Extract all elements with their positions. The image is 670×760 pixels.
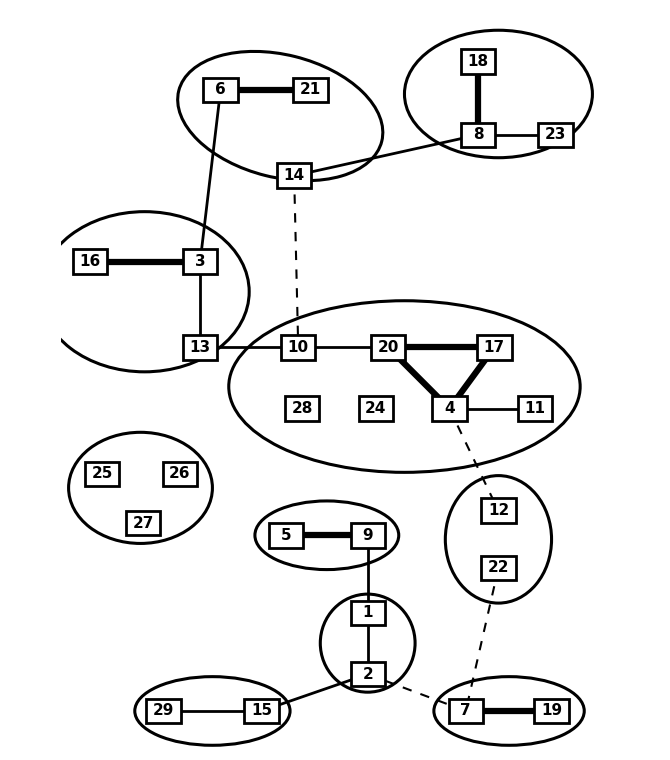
FancyBboxPatch shape (358, 397, 393, 421)
FancyBboxPatch shape (539, 122, 573, 147)
Text: 8: 8 (473, 128, 483, 142)
Text: 25: 25 (91, 467, 113, 482)
FancyBboxPatch shape (518, 397, 552, 421)
Text: 20: 20 (377, 340, 399, 355)
FancyBboxPatch shape (285, 397, 320, 421)
FancyBboxPatch shape (432, 397, 466, 421)
FancyBboxPatch shape (163, 462, 197, 486)
Text: 1: 1 (362, 606, 373, 620)
FancyBboxPatch shape (481, 499, 516, 523)
FancyBboxPatch shape (293, 78, 328, 102)
Text: 4: 4 (444, 401, 455, 416)
Text: 28: 28 (291, 401, 313, 416)
FancyBboxPatch shape (350, 600, 385, 625)
FancyBboxPatch shape (350, 523, 385, 547)
FancyBboxPatch shape (449, 698, 483, 724)
Text: 14: 14 (283, 168, 305, 183)
FancyBboxPatch shape (269, 523, 303, 547)
FancyBboxPatch shape (350, 662, 385, 686)
Text: 16: 16 (79, 254, 100, 269)
FancyBboxPatch shape (245, 698, 279, 724)
Text: 13: 13 (190, 340, 211, 355)
Text: 12: 12 (488, 503, 509, 518)
Text: 19: 19 (541, 704, 562, 718)
Text: 2: 2 (362, 667, 373, 682)
Text: 5: 5 (281, 527, 291, 543)
Text: 10: 10 (287, 340, 309, 355)
Text: 11: 11 (525, 401, 546, 416)
Text: 29: 29 (153, 704, 174, 718)
FancyBboxPatch shape (281, 335, 316, 359)
FancyBboxPatch shape (183, 249, 217, 274)
Text: 9: 9 (362, 527, 373, 543)
Text: 3: 3 (195, 254, 206, 269)
FancyBboxPatch shape (126, 511, 160, 535)
Text: 22: 22 (488, 560, 509, 575)
FancyBboxPatch shape (85, 462, 119, 486)
Text: 23: 23 (545, 128, 566, 142)
FancyBboxPatch shape (146, 698, 180, 724)
Text: 17: 17 (484, 340, 505, 355)
FancyBboxPatch shape (535, 698, 569, 724)
Text: 7: 7 (460, 704, 471, 718)
FancyBboxPatch shape (277, 163, 312, 188)
FancyBboxPatch shape (204, 78, 238, 102)
FancyBboxPatch shape (461, 122, 495, 147)
Text: 6: 6 (215, 82, 226, 97)
Text: 21: 21 (300, 82, 321, 97)
Text: 26: 26 (169, 467, 190, 482)
FancyBboxPatch shape (481, 556, 516, 580)
Text: 15: 15 (251, 704, 272, 718)
FancyBboxPatch shape (461, 49, 495, 74)
FancyBboxPatch shape (183, 335, 217, 359)
FancyBboxPatch shape (72, 249, 107, 274)
FancyBboxPatch shape (477, 335, 511, 359)
Text: 18: 18 (468, 54, 488, 69)
FancyBboxPatch shape (371, 335, 405, 359)
Text: 27: 27 (132, 515, 153, 530)
Text: 24: 24 (365, 401, 387, 416)
